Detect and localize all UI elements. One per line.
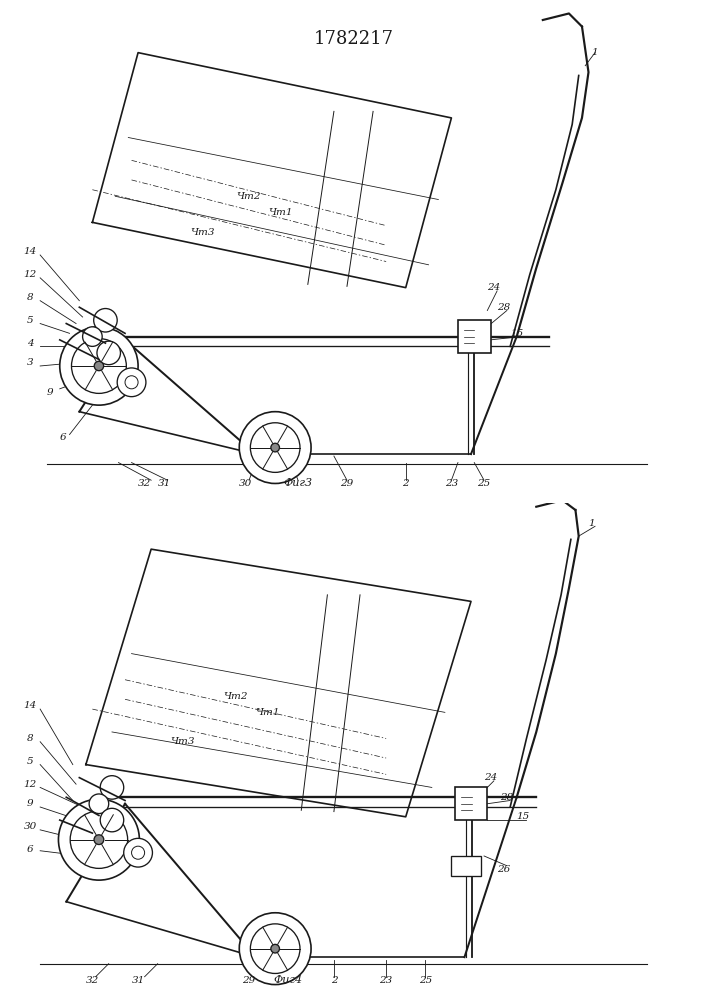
Text: 32: 32	[138, 479, 151, 488]
Text: Фиг4: Фиг4	[274, 975, 303, 985]
Text: Чт1: Чт1	[269, 208, 293, 217]
Text: 23: 23	[380, 976, 393, 985]
Circle shape	[271, 443, 279, 452]
Circle shape	[60, 327, 138, 405]
Text: 12: 12	[24, 780, 37, 789]
Text: Чт2: Чт2	[236, 192, 260, 201]
Circle shape	[89, 794, 109, 814]
Circle shape	[239, 913, 311, 985]
Text: 30: 30	[24, 822, 37, 831]
Text: 5: 5	[27, 757, 34, 766]
Text: 12: 12	[24, 270, 37, 279]
Circle shape	[250, 924, 300, 973]
Text: 14: 14	[24, 247, 37, 256]
Text: 23: 23	[445, 479, 458, 488]
Text: Фиг3: Фиг3	[284, 478, 312, 488]
Circle shape	[124, 838, 153, 867]
Text: 9: 9	[27, 799, 34, 808]
Circle shape	[83, 327, 103, 346]
Circle shape	[70, 811, 128, 868]
Circle shape	[100, 776, 124, 799]
Text: 1: 1	[592, 48, 598, 57]
Circle shape	[94, 361, 104, 371]
Circle shape	[117, 368, 146, 397]
FancyBboxPatch shape	[455, 787, 487, 820]
Text: Чт3: Чт3	[170, 737, 195, 746]
Text: 6: 6	[27, 845, 34, 854]
Text: 5: 5	[27, 316, 34, 325]
Text: 1782217: 1782217	[313, 30, 394, 48]
Text: 8: 8	[27, 293, 34, 302]
Circle shape	[100, 808, 124, 832]
FancyBboxPatch shape	[451, 856, 481, 876]
Text: 24: 24	[487, 283, 501, 292]
Text: 29: 29	[243, 976, 256, 985]
Text: 32: 32	[86, 976, 99, 985]
Circle shape	[59, 799, 139, 880]
Text: 15: 15	[517, 812, 530, 821]
Text: 8: 8	[27, 734, 34, 743]
Text: 28: 28	[501, 793, 513, 802]
Circle shape	[94, 309, 117, 332]
Text: 1: 1	[588, 519, 595, 528]
Circle shape	[94, 835, 104, 845]
Text: 15: 15	[510, 329, 523, 338]
Text: 28: 28	[497, 303, 510, 312]
Text: Чт2: Чт2	[223, 692, 247, 701]
Text: 14: 14	[24, 701, 37, 710]
Text: 31: 31	[158, 479, 171, 488]
Text: 2: 2	[402, 479, 409, 488]
Text: 24: 24	[484, 773, 497, 782]
Circle shape	[97, 341, 120, 365]
Text: 26: 26	[497, 865, 510, 874]
Text: 25: 25	[419, 976, 432, 985]
Text: 6: 6	[59, 433, 66, 442]
Circle shape	[250, 423, 300, 472]
Text: 25: 25	[477, 479, 491, 488]
Circle shape	[132, 846, 145, 859]
Text: 2: 2	[331, 976, 337, 985]
Text: Чт1: Чт1	[256, 708, 280, 717]
Circle shape	[271, 944, 279, 953]
Text: 29: 29	[340, 479, 354, 488]
Text: 9: 9	[47, 388, 53, 397]
Circle shape	[239, 412, 311, 483]
Text: 31: 31	[132, 976, 145, 985]
Text: 30: 30	[239, 479, 252, 488]
Text: 4: 4	[27, 339, 34, 348]
Text: 3: 3	[27, 358, 34, 367]
Circle shape	[125, 376, 138, 389]
Text: Чт3: Чт3	[190, 228, 215, 237]
FancyBboxPatch shape	[458, 320, 491, 353]
Circle shape	[71, 339, 127, 393]
